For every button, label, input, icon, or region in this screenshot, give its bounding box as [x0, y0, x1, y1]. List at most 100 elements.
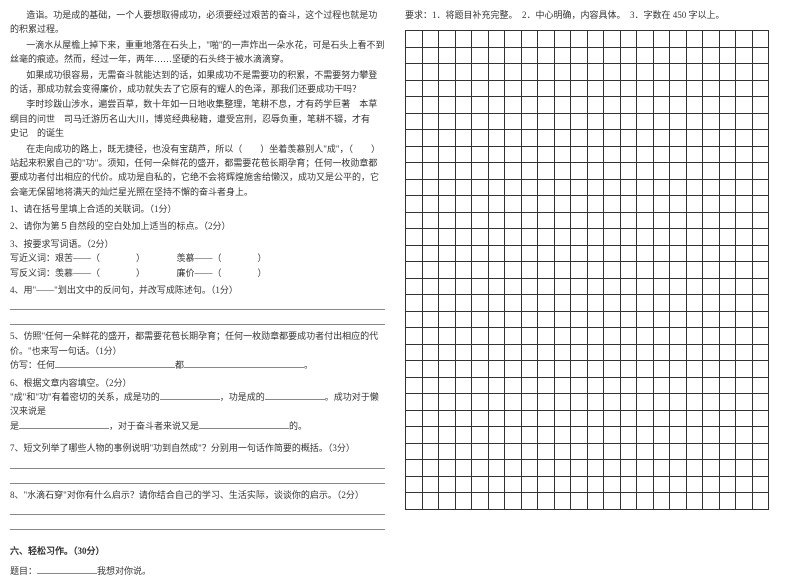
grid-cell — [736, 163, 753, 180]
grid-cell — [538, 245, 555, 262]
grid-cell — [653, 146, 670, 163]
grid-cell — [604, 64, 621, 81]
grid-cell — [521, 146, 538, 163]
grid-cell — [472, 377, 489, 394]
grid-cell — [604, 212, 621, 229]
grid-cell — [752, 460, 769, 477]
grid-cell — [703, 278, 720, 295]
grid-cell — [455, 295, 472, 312]
grid-cell — [719, 130, 736, 147]
grid-cell — [653, 361, 670, 378]
left-column: 造诣。功是成的基础，一个人要想取得成功，必须要经过艰苦的奋斗，这个过程也就是功的… — [10, 8, 405, 546]
grid-cell — [554, 47, 571, 64]
grid-cell — [439, 179, 456, 196]
writing-grid — [405, 30, 769, 510]
grid-cell — [686, 476, 703, 493]
grid-cell — [703, 212, 720, 229]
grid-cell — [604, 245, 621, 262]
grid-cell — [670, 361, 687, 378]
grid-cell — [422, 377, 439, 394]
grid-cell — [472, 460, 489, 477]
grid-cell — [439, 196, 456, 213]
grid-cell — [472, 361, 489, 378]
composition-topic: 题目：我想对你说。 — [10, 564, 385, 578]
grid-cell — [752, 295, 769, 312]
grid-cell — [752, 212, 769, 229]
grid-cell — [521, 179, 538, 196]
grid-cell — [439, 245, 456, 262]
grid-cell — [538, 97, 555, 114]
grid-cell — [587, 196, 604, 213]
grid-cell — [406, 344, 423, 361]
word-line-1: 写近义词：艰苦——（ ） 羡慕——（ ） — [10, 251, 385, 265]
grid-cell — [406, 410, 423, 427]
grid-cell — [686, 394, 703, 411]
grid-cell — [554, 229, 571, 246]
grid-cell — [703, 460, 720, 477]
grid-cell — [703, 163, 720, 180]
grid-cell — [736, 328, 753, 345]
grid-cell — [505, 394, 522, 411]
grid-cell — [472, 476, 489, 493]
grid-cell — [455, 113, 472, 130]
question-7: 7、短文列举了哪些人物的事例说明"功到自然成"？分别用一句话作简要的概括。（3分… — [10, 441, 385, 455]
grid-cell — [670, 196, 687, 213]
grid-cell — [472, 427, 489, 444]
grid-cell — [653, 130, 670, 147]
grid-cell — [587, 97, 604, 114]
grid-cell — [703, 245, 720, 262]
grid-cell — [637, 476, 654, 493]
grid-cell — [538, 427, 555, 444]
grid-cell — [637, 130, 654, 147]
grid-cell — [719, 493, 736, 510]
grid-cell — [554, 394, 571, 411]
grid-cell — [620, 361, 637, 378]
grid-cell — [637, 163, 654, 180]
answer-line — [10, 504, 385, 515]
grid-cell — [604, 113, 621, 130]
grid-cell — [604, 328, 621, 345]
grid-cell — [719, 64, 736, 81]
grid-cell — [554, 377, 571, 394]
grid-cell — [620, 130, 637, 147]
grid-cell — [488, 377, 505, 394]
grid-cell — [521, 328, 538, 345]
grid-cell — [587, 443, 604, 460]
grid-cell — [752, 113, 769, 130]
grid-cell — [406, 427, 423, 444]
grid-cell — [488, 476, 505, 493]
grid-cell — [422, 31, 439, 48]
grid-cell — [670, 460, 687, 477]
grid-cell — [736, 229, 753, 246]
grid-cell — [488, 130, 505, 147]
grid-cell — [406, 229, 423, 246]
grid-cell — [422, 476, 439, 493]
grid-cell — [604, 31, 621, 48]
grid-cell — [686, 295, 703, 312]
grid-cell — [505, 493, 522, 510]
grid-cell — [719, 476, 736, 493]
grid-cell — [538, 460, 555, 477]
grid-cell — [571, 47, 588, 64]
grid-cell — [703, 179, 720, 196]
grid-cell — [670, 493, 687, 510]
grid-cell — [505, 179, 522, 196]
grid-cell — [752, 97, 769, 114]
grid-cell — [719, 427, 736, 444]
grid-cell — [620, 328, 637, 345]
word-line-2: 写反义词：羡慕——（ ） 廉价——（ ） — [10, 266, 385, 280]
grid-cell — [521, 460, 538, 477]
grid-cell — [719, 229, 736, 246]
grid-cell — [752, 163, 769, 180]
grid-cell — [488, 196, 505, 213]
question-6: 6、根据文章内容填空。（2分） — [10, 376, 385, 390]
grid-cell — [670, 130, 687, 147]
grid-cell — [587, 262, 604, 279]
grid-cell — [571, 130, 588, 147]
grid-cell — [736, 394, 753, 411]
grid-cell — [653, 262, 670, 279]
grid-cell — [719, 278, 736, 295]
grid-cell — [736, 344, 753, 361]
grid-cell — [455, 212, 472, 229]
grid-cell — [703, 64, 720, 81]
